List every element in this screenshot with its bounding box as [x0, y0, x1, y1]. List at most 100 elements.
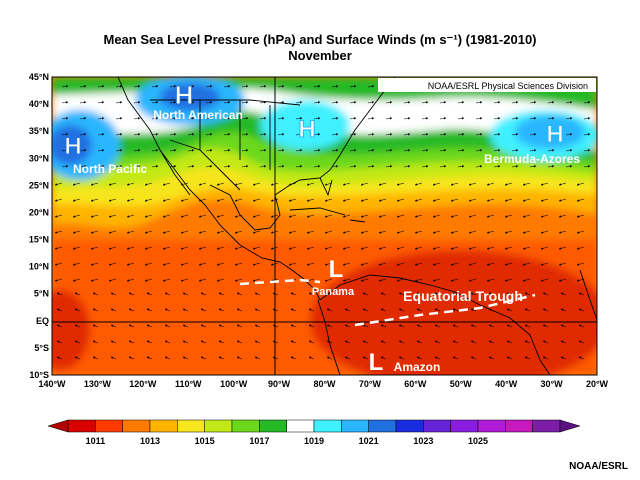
- wind-arrow: [162, 182, 171, 186]
- wind-arrow: [187, 149, 195, 152]
- wind-arrow: [306, 214, 315, 218]
- wind-arrow: [236, 324, 243, 328]
- wind-arrow: [182, 356, 189, 360]
- wind-arrow: [362, 308, 369, 312]
- wind-arrow: [493, 165, 501, 168]
- wind-arrow: [450, 262, 459, 266]
- credit-label: NOAA/ESRL: [569, 461, 628, 472]
- wind-arrow: [108, 278, 117, 282]
- wind-arrow: [468, 262, 477, 266]
- wind-arrow: [547, 101, 555, 104]
- wind-arrow: [432, 198, 441, 202]
- label-amazon: Amazon: [394, 360, 441, 374]
- wind-arrow: [547, 149, 555, 152]
- wind-arrow: [288, 214, 297, 218]
- wind-arrow: [169, 133, 177, 136]
- wind-arrow: [97, 133, 105, 136]
- wind-arrow: [342, 182, 351, 186]
- wind-arrow: [324, 278, 333, 282]
- colorbar-label: 1011: [86, 436, 106, 446]
- wind-arrow: [475, 133, 483, 136]
- wind-arrow: [560, 356, 567, 360]
- wind-arrow: [486, 198, 495, 202]
- wind-arrow: [200, 356, 207, 360]
- wind-arrow: [511, 165, 519, 168]
- wind-arrow: [362, 340, 369, 344]
- lat-label: 5°S: [34, 343, 49, 353]
- wind-arrow: [151, 149, 159, 152]
- wind-arrow: [560, 308, 567, 312]
- wind-arrow: [259, 117, 267, 120]
- wind-arrow: [486, 262, 495, 266]
- wind-arrow: [72, 214, 81, 218]
- label-north-pacific: North Pacific: [73, 162, 147, 176]
- wind-arrow: [450, 278, 459, 282]
- wind-arrow: [378, 278, 387, 282]
- wind-arrow: [128, 308, 135, 312]
- wind-arrow: [164, 356, 171, 360]
- wind-arrow: [468, 182, 477, 186]
- colorbar-label: 1019: [304, 436, 324, 446]
- wind-arrow: [234, 198, 243, 202]
- high-north-american: H: [175, 80, 194, 110]
- wind-arrow: [565, 117, 573, 120]
- wind-arrow: [378, 182, 387, 186]
- wind-arrow: [54, 230, 63, 234]
- wind-arrow: [583, 133, 591, 136]
- wind-arrow: [151, 101, 159, 104]
- wind-arrow: [331, 149, 339, 152]
- wind-arrow: [486, 230, 495, 234]
- wind-arrow: [182, 324, 189, 328]
- wind-arrow: [475, 165, 483, 168]
- lon-label: 40°W: [495, 379, 518, 389]
- wind-arrow: [396, 262, 405, 266]
- wind-arrow: [115, 117, 123, 120]
- wind-arrow: [313, 165, 321, 168]
- wind-arrow: [308, 340, 315, 344]
- wind-arrow: [432, 230, 441, 234]
- wind-arrow: [97, 149, 105, 152]
- wind-arrow: [576, 182, 585, 186]
- lon-label: 140°W: [38, 379, 66, 389]
- wind-arrow: [200, 292, 207, 296]
- wind-arrow: [385, 165, 393, 168]
- wind-arrow: [542, 340, 549, 344]
- wind-arrow: [457, 117, 465, 120]
- wind-arrow: [218, 340, 225, 344]
- wind-arrow: [326, 308, 333, 312]
- wind-arrow: [313, 133, 321, 136]
- wind-arrow: [218, 356, 225, 360]
- wind-arrow: [295, 165, 303, 168]
- wind-arrow: [288, 262, 297, 266]
- wind-arrow: [182, 340, 189, 344]
- wind-arrow: [344, 292, 351, 296]
- colorbar-swatch: [67, 419, 96, 433]
- wind-arrow: [583, 101, 591, 104]
- wind-arrow: [126, 214, 135, 218]
- wind-arrow: [565, 149, 573, 152]
- wind-arrow: [529, 101, 537, 104]
- label-equatorial-trough: Equatorial Trough: [403, 288, 523, 304]
- wind-arrow: [56, 356, 63, 360]
- wind-arrow: [583, 149, 591, 152]
- wind-arrow: [378, 230, 387, 234]
- colorbar-swatch: [204, 419, 233, 433]
- wind-arrow: [560, 340, 567, 344]
- wind-arrow: [540, 246, 549, 250]
- wind-arrow: [187, 101, 195, 104]
- wind-arrow: [396, 198, 405, 202]
- wind-arrow: [164, 292, 171, 296]
- wind-arrow: [385, 149, 393, 152]
- wind-arrow: [97, 117, 105, 120]
- wind-arrow: [396, 278, 405, 282]
- wind-arrow: [223, 101, 231, 104]
- wind-arrow: [450, 230, 459, 234]
- wind-arrow: [324, 214, 333, 218]
- colorbar-min-arrow: [47, 419, 69, 433]
- wind-arrow: [61, 85, 69, 88]
- wind-arrow: [187, 85, 195, 88]
- wind-arrow: [54, 198, 63, 202]
- wind-arrow: [470, 292, 477, 296]
- wind-arrow: [367, 133, 375, 136]
- wind-arrow: [522, 278, 531, 282]
